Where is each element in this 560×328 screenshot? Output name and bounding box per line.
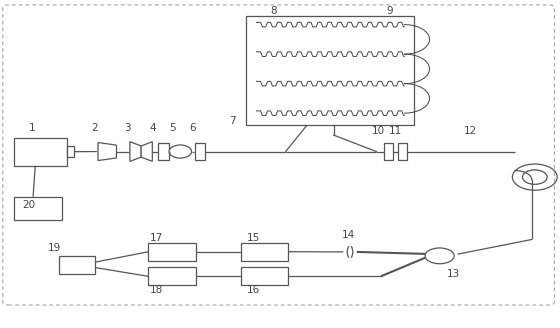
Text: 2: 2: [91, 123, 97, 133]
Bar: [158, 143, 169, 160]
Polygon shape: [130, 142, 141, 161]
Text: 19: 19: [48, 243, 62, 253]
Text: 6: 6: [189, 123, 195, 133]
Bar: [67, 146, 74, 157]
Text: 16: 16: [246, 285, 260, 295]
Bar: [14, 138, 67, 166]
Text: 3: 3: [124, 123, 130, 133]
Text: 10: 10: [372, 126, 385, 136]
Bar: [246, 16, 414, 125]
Text: 17: 17: [150, 233, 164, 243]
Text: 13: 13: [447, 269, 460, 279]
Bar: [59, 256, 95, 274]
Text: 1: 1: [29, 123, 36, 133]
Text: 11: 11: [389, 126, 402, 136]
Text: 7: 7: [229, 116, 236, 126]
Text: 14: 14: [342, 230, 355, 239]
Bar: [148, 267, 196, 285]
Ellipse shape: [425, 248, 454, 264]
Bar: [241, 267, 288, 285]
Bar: [195, 143, 205, 160]
Bar: [384, 143, 393, 160]
Text: 18: 18: [150, 285, 164, 295]
Text: 15: 15: [246, 233, 260, 243]
Text: 4: 4: [149, 123, 156, 133]
Bar: [241, 243, 288, 261]
Bar: [148, 243, 196, 261]
Text: 12: 12: [464, 126, 477, 136]
Text: 9: 9: [386, 7, 393, 16]
Text: 20: 20: [22, 200, 36, 210]
Polygon shape: [98, 142, 116, 160]
Bar: [398, 143, 407, 160]
Circle shape: [169, 145, 192, 158]
Text: 8: 8: [270, 7, 277, 16]
Bar: [14, 197, 62, 220]
Text: 5: 5: [169, 123, 176, 133]
Polygon shape: [141, 142, 152, 161]
